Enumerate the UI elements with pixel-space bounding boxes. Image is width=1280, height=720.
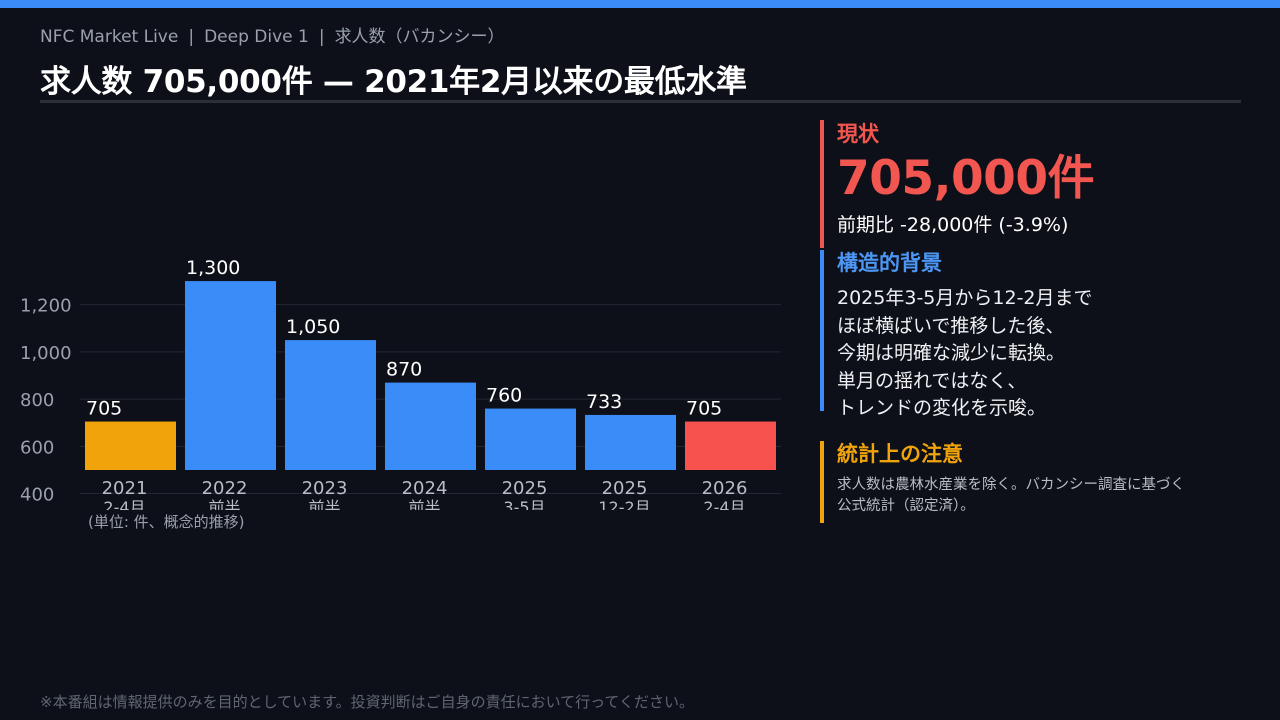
x-tick-label: 2022 (202, 478, 248, 499)
status-value: 705,000件 (837, 151, 1095, 206)
disclaimer: ※本番組は情報提供のみを目的としています。投資判断はご自身の責任において行ってく… (40, 693, 694, 711)
caution-accent-bar (820, 441, 824, 523)
y-tick-label: 1,200 (20, 296, 72, 317)
x-tick-label: 2021 (102, 478, 148, 499)
status-accent-bar (820, 120, 824, 248)
x-tick-sublabel: 前半 (308, 498, 340, 510)
bar (185, 281, 276, 470)
background-line: 2025年3-5月から12-2月まで (837, 287, 1093, 309)
breadcrumb-separator: | (188, 27, 195, 47)
breadcrumb-show: NFC Market Live (40, 27, 179, 47)
x-tick-sublabel: 12-2月 (598, 498, 650, 510)
x-tick-sublabel: 前半 (408, 498, 440, 510)
bar (385, 382, 476, 470)
x-tick-label: 2023 (302, 478, 348, 499)
background-line: 今期は明確な減少に転換。 (837, 342, 1066, 364)
x-tick-label: 2025 (502, 478, 548, 499)
status-heading: 現状 (837, 122, 879, 146)
page-title: 求人数 705,000件 — 2021年2月以来の最低水準 (40, 64, 747, 100)
top-accent-bar (0, 0, 1280, 8)
bar-value-label: 733 (586, 391, 622, 413)
background-panel: 構造的背景 2025年3-5月から12-2月まで ほぼ横ばいで推移した後、 今期… (820, 250, 1260, 419)
y-tick-label: 600 (20, 437, 54, 458)
caution-heading: 統計上の注意 (837, 442, 963, 466)
background-accent-bar (820, 250, 824, 411)
y-tick-label: 1,000 (20, 343, 72, 364)
bar-value-label: 1,300 (186, 257, 240, 279)
bar-value-label: 760 (486, 385, 522, 407)
bar-value-label: 705 (686, 398, 722, 420)
caution-panel: 統計上の注意 求人数は農林水産業を除く。バカンシー調査に基づく 公式統計（認定済… (820, 441, 1260, 523)
bar-chart: 4006008001,0001,20070520212-4月1,3002022前… (20, 257, 781, 510)
x-tick-sublabel: 2-4月 (103, 498, 145, 510)
background-line: 単月の揺れではなく、 (837, 369, 1027, 392)
bar (485, 408, 576, 470)
background-heading: 構造的背景 (837, 251, 942, 275)
title-divider (40, 100, 1241, 103)
breadcrumb-segment: Deep Dive 1 (204, 27, 309, 47)
x-tick-sublabel: 2-4月 (703, 498, 745, 510)
bar (585, 414, 676, 470)
chart-unit-note: (単位: 件、概念的推移) (88, 513, 245, 531)
background-line: トレンドの変化を示唆。 (837, 397, 1047, 419)
bar-value-label: 870 (386, 359, 422, 381)
bar-value-label: 705 (86, 398, 122, 420)
status-panel: 現状 705,000件 前期比 -28,000件 (-3.9%) (820, 120, 1260, 248)
bar (685, 421, 776, 470)
status-change: 前期比 -28,000件 (-3.9%) (837, 214, 1069, 236)
caution-line: 求人数は農林水産業を除く。バカンシー調査に基づく (837, 477, 1185, 493)
x-tick-sublabel: 前半 (208, 498, 240, 510)
y-tick-label: 800 (20, 390, 54, 411)
x-tick-label: 2025 (602, 478, 648, 499)
background-line: ほぼ横ばいで推移した後、 (837, 314, 1065, 337)
breadcrumb-topic: 求人数（バカンシー） (334, 27, 505, 47)
bar (285, 340, 376, 470)
bar-value-label: 1,050 (286, 316, 340, 338)
breadcrumb: NFC Market Live | Deep Dive 1 | 求人数（バカンシー） (40, 22, 505, 47)
caution-line: 公式統計（認定済）。 (837, 498, 975, 514)
bar (85, 421, 176, 470)
x-tick-label: 2026 (702, 478, 748, 499)
y-tick-label: 400 (20, 485, 54, 506)
x-tick-sublabel: 3-5月 (503, 498, 545, 510)
breadcrumb-separator: | (318, 27, 325, 47)
x-tick-label: 2024 (402, 478, 448, 499)
